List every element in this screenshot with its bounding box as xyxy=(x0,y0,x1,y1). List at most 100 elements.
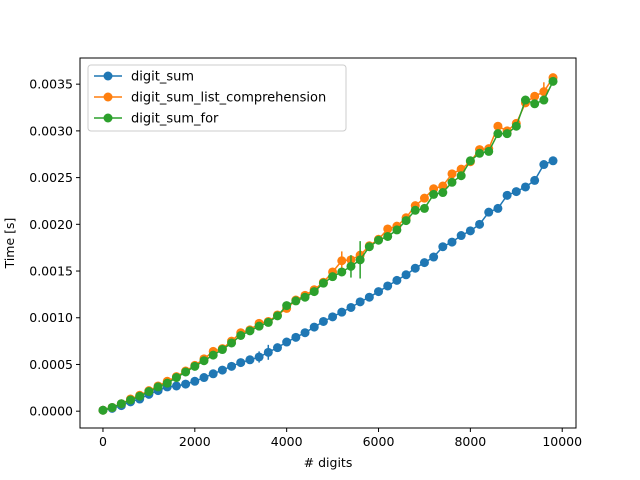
data-point xyxy=(511,121,521,131)
data-point xyxy=(346,261,356,271)
data-point xyxy=(208,369,218,379)
legend-label: digit_sum_for xyxy=(131,112,219,127)
axes-frame xyxy=(79,57,577,429)
data-point xyxy=(227,338,237,348)
axis-ticks: 0 2000 4000 6000 8000 10000 0.0000 0.0005 0.0010… xyxy=(29,77,582,449)
data-point xyxy=(337,267,347,277)
legend-box xyxy=(87,64,347,132)
data-point xyxy=(190,376,200,386)
data-point xyxy=(245,326,255,336)
data-point xyxy=(328,272,338,282)
data-point xyxy=(116,399,126,409)
y-tick-label: 0.0030 xyxy=(29,123,73,138)
data-point xyxy=(475,148,485,158)
data-point xyxy=(383,281,393,291)
data-point xyxy=(484,146,494,156)
data-point xyxy=(410,263,420,273)
data-point xyxy=(502,129,512,139)
legend-marker xyxy=(103,71,113,81)
data-point xyxy=(502,190,512,200)
data-point xyxy=(355,255,365,265)
data-point xyxy=(447,177,457,187)
data-point xyxy=(107,402,117,412)
data-point xyxy=(337,307,347,317)
data-point xyxy=(135,391,145,401)
data-point xyxy=(374,235,384,245)
data-point xyxy=(364,292,374,302)
y-tick-label: 0.0025 xyxy=(29,170,73,185)
x-tick-label: 4000 xyxy=(271,434,303,449)
data-point xyxy=(236,358,246,368)
data-point xyxy=(346,302,356,312)
data-point xyxy=(392,275,402,285)
legend-entry-digit_sum: digit_sum xyxy=(94,70,194,85)
data-point xyxy=(208,350,218,360)
data-point xyxy=(254,352,264,362)
data-point xyxy=(465,226,475,236)
data-point xyxy=(493,129,503,139)
data-point xyxy=(126,395,136,405)
data-point xyxy=(190,361,200,371)
data-point xyxy=(429,252,439,262)
legend-entry-digit_sum_for: digit_sum_for xyxy=(94,112,219,127)
data-point xyxy=(98,405,108,415)
x-tick-label: 0 xyxy=(99,434,107,449)
data-point xyxy=(419,193,429,203)
data-point xyxy=(511,187,521,197)
data-point xyxy=(364,242,374,252)
data-point xyxy=(438,188,448,198)
data-point xyxy=(217,365,227,375)
legend-marker xyxy=(103,113,113,123)
legend-label: digit_sum_list_comprehension xyxy=(131,91,326,106)
data-point xyxy=(530,91,540,101)
data-point xyxy=(520,95,530,105)
data-point xyxy=(456,171,466,181)
data-point xyxy=(254,321,264,331)
data-point xyxy=(438,181,448,191)
data-point xyxy=(300,292,310,302)
legend-entry-digit_sum_list_comprehension: digit_sum_list_comprehension xyxy=(94,91,326,106)
data-point xyxy=(245,355,255,365)
y-tick-label: 0.0020 xyxy=(29,217,73,232)
data-point xyxy=(447,169,457,179)
data-point xyxy=(291,332,301,342)
data-point xyxy=(199,373,209,383)
data-point xyxy=(383,231,393,241)
data-point xyxy=(171,381,181,391)
x-tick-label: 2000 xyxy=(179,434,211,449)
data-point xyxy=(410,205,420,215)
data-point xyxy=(199,356,209,366)
data-point xyxy=(282,301,292,311)
y-tick-label: 0.0005 xyxy=(29,357,73,372)
data-point xyxy=(419,258,429,268)
data-point xyxy=(493,203,503,213)
data-point xyxy=(447,237,457,247)
legend: digit_sum digit_sum_list_comprehensiondig… xyxy=(87,64,347,132)
data-point xyxy=(181,379,191,389)
data-point xyxy=(530,99,540,109)
data-point xyxy=(217,345,227,355)
data-point xyxy=(263,347,273,357)
data-point xyxy=(548,76,558,86)
x-tick-label: 6000 xyxy=(363,434,395,449)
data-point xyxy=(328,312,338,322)
data-point xyxy=(272,343,282,353)
data-point xyxy=(318,278,328,288)
data-point xyxy=(337,256,347,266)
data-point xyxy=(539,160,549,170)
y-tick-label: 0.0015 xyxy=(29,264,73,279)
data-point xyxy=(493,121,503,131)
data-point xyxy=(263,317,273,327)
data-point xyxy=(475,219,485,229)
data-point xyxy=(171,373,181,383)
data-point xyxy=(227,361,237,371)
data-point xyxy=(300,328,310,338)
x-tick-label: 10000 xyxy=(542,434,582,449)
data-point xyxy=(309,287,319,297)
data-point xyxy=(374,287,384,297)
data-point xyxy=(355,297,365,307)
data-point xyxy=(520,182,530,192)
data-point xyxy=(282,337,292,347)
data-point xyxy=(383,224,393,234)
